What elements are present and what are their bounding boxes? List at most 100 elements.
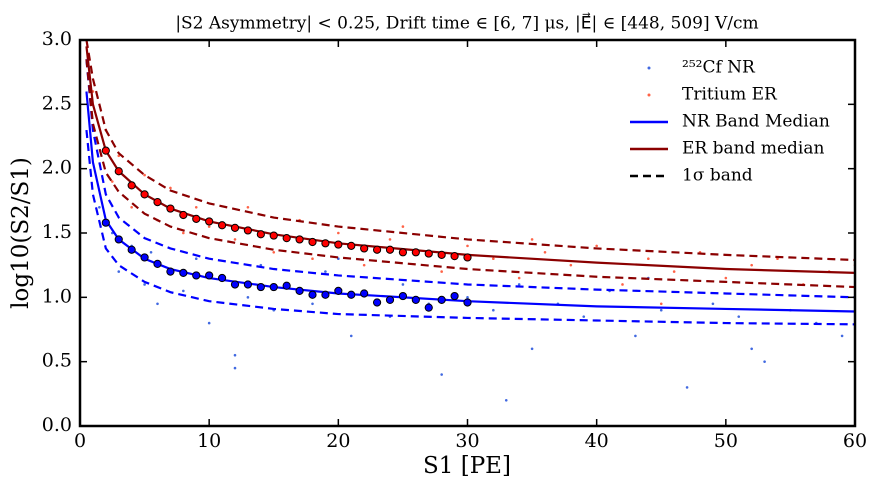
scatter-point [324, 270, 327, 273]
legend-label: ER band median [682, 139, 825, 159]
median-point [385, 295, 395, 305]
median-point [463, 253, 472, 262]
median-point [385, 245, 395, 254]
median-point [437, 250, 446, 259]
median-point [360, 289, 369, 298]
median-point [256, 282, 265, 292]
median-point [101, 218, 110, 227]
scatter-point [466, 296, 469, 299]
median-point [334, 240, 343, 249]
median-point [140, 190, 149, 199]
scatter-point [440, 373, 443, 376]
y-tick-label: 3.0 [42, 28, 72, 50]
scatter-point [233, 353, 237, 357]
y-tick-label: 1.0 [42, 285, 72, 307]
scatter-point [311, 302, 314, 306]
median-point [256, 230, 265, 239]
x-tick-label: 10 [197, 430, 221, 452]
scatter-point [182, 231, 185, 235]
band-line [85, 40, 855, 262]
median-point [166, 204, 175, 213]
median-point [217, 273, 227, 283]
scatter-point [117, 270, 121, 273]
median-point [308, 237, 317, 247]
median-point [321, 239, 330, 248]
median-point [243, 280, 253, 289]
median-point [243, 226, 253, 235]
scatter-point [349, 334, 353, 338]
scatter-point [110, 180, 114, 183]
median-point [424, 249, 433, 258]
scatter-point [401, 225, 405, 228]
median-point [140, 253, 149, 262]
x-tick-label: 30 [455, 430, 479, 452]
y-tick-label: 0.0 [42, 414, 72, 436]
scatter-point [569, 263, 573, 267]
scatter-point [156, 302, 159, 306]
scatter-point [143, 283, 146, 286]
scatter-point [337, 231, 340, 235]
scatter-point [659, 308, 663, 312]
x-tick-label: 60 [843, 430, 867, 452]
scatter-point [621, 283, 624, 286]
legend-label: NR Band Median [682, 112, 830, 132]
median-point [230, 280, 240, 289]
scatter-point [672, 270, 676, 273]
median-point [153, 259, 162, 268]
x-tick-label: 0 [74, 430, 86, 452]
legend-label: 1σ band [682, 166, 753, 186]
median-point [295, 286, 304, 295]
median-point [398, 291, 408, 301]
median-point [295, 235, 304, 244]
legend-label: Tritium ER [682, 85, 778, 105]
median-point [192, 214, 201, 223]
scatter-point [776, 257, 779, 261]
chart-title: |S2 Asymmetry| < 0.25, Drift time ∈ [6, … [175, 12, 758, 33]
y-tick-label: 0.5 [42, 350, 72, 372]
scatter-point [466, 244, 469, 248]
median-point [101, 146, 110, 155]
median-point [166, 267, 175, 276]
scatter-point [98, 205, 101, 209]
scatter-point [517, 276, 521, 280]
scatter-point [595, 244, 598, 248]
x-axis-label: S1 [PE] [423, 453, 511, 479]
median-point [321, 290, 330, 299]
median-point [398, 248, 408, 257]
scatter-point [530, 238, 534, 241]
scatter-point [750, 263, 753, 267]
median-point [192, 271, 201, 280]
x-tick-label: 50 [714, 430, 738, 452]
scatter-point [207, 321, 211, 325]
x-tick-label: 20 [326, 430, 350, 452]
legend-label: ²⁵²Cf NR [682, 58, 756, 78]
scatter-point [647, 257, 650, 261]
plot-area [85, 40, 855, 402]
scatter-point [194, 205, 198, 209]
median-point [347, 290, 356, 299]
y-tick-label: 2.5 [42, 92, 72, 114]
band-line [85, 59, 855, 299]
median-point [114, 167, 123, 176]
median-point [282, 234, 291, 243]
y-axis-label: log10(S2/S1) [8, 157, 34, 309]
median-point [360, 244, 369, 253]
median-point [269, 282, 278, 292]
scatter-point [440, 270, 443, 273]
scatter-point [311, 257, 314, 261]
median-point [269, 231, 278, 240]
scatter-point [659, 302, 663, 306]
x-tick-label: 40 [585, 430, 609, 452]
scatter-point [750, 347, 753, 351]
scatter-point [401, 283, 405, 286]
scatter-point [543, 251, 547, 254]
scatter-point [130, 205, 133, 209]
scatter-point [194, 257, 198, 261]
scatter-point [362, 263, 366, 267]
median-point [179, 210, 188, 220]
scatter-point [233, 238, 237, 241]
scatter-point [840, 334, 844, 338]
y-tick-label: 1.5 [42, 221, 72, 243]
scatter-point [182, 289, 185, 293]
legend-marker [647, 66, 651, 70]
